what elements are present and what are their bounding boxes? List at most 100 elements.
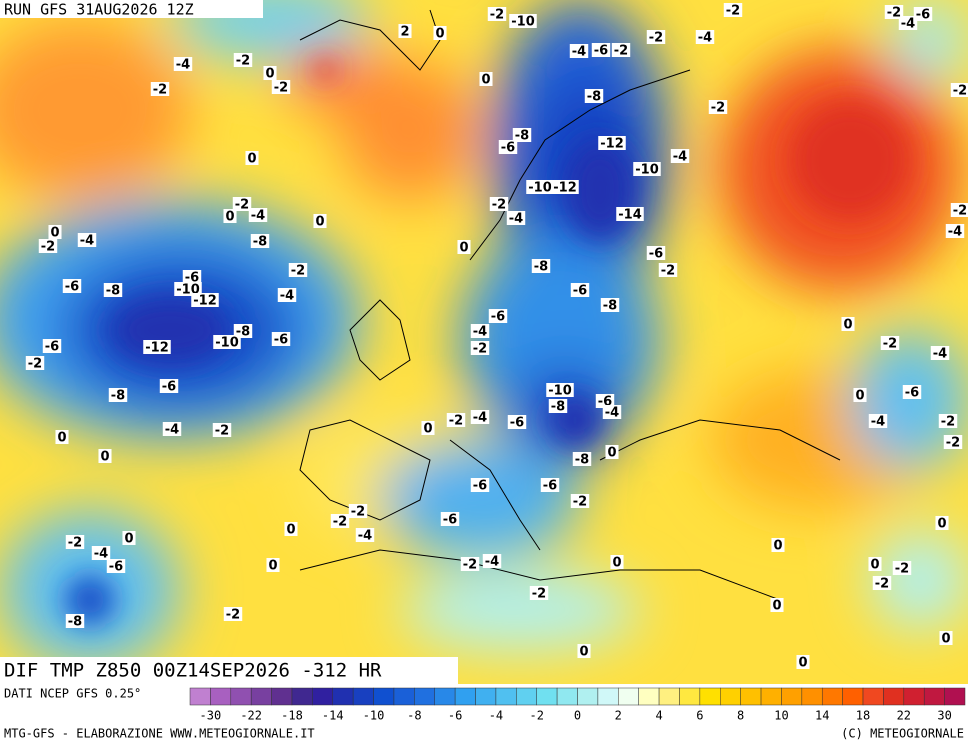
- label-bg: [248, 208, 268, 222]
- contour-label: -2: [25, 356, 45, 372]
- color-swatch: [475, 687, 497, 706]
- label-bg: [398, 24, 412, 38]
- label-bg: [602, 405, 622, 419]
- label-bg: [91, 546, 111, 560]
- label-bg: [245, 151, 259, 165]
- label-text: -2: [661, 264, 675, 279]
- label-bg: [457, 240, 471, 254]
- contour-label: -10: [213, 335, 241, 351]
- label-text: 0: [459, 241, 468, 256]
- label-bg: [770, 598, 784, 612]
- contour-label: -2: [330, 514, 350, 530]
- label-bg: [65, 535, 85, 549]
- colorbar-label: 6: [696, 709, 703, 723]
- contour-label: 0: [796, 655, 810, 671]
- contour-labels: -4 -2-20-20-2-40 00-2 -4 -8-2-6-6 -8 -10-12 -4-…: [25, 3, 968, 671]
- color-swatch: [291, 687, 313, 706]
- color-swatch: [556, 687, 578, 706]
- contour-label: -6: [470, 478, 490, 494]
- contour-label: -2: [489, 197, 509, 213]
- label-bg: [670, 149, 690, 163]
- colorbar-label: 18: [856, 709, 870, 723]
- color-swatch: [250, 687, 272, 706]
- label-text: -4: [871, 415, 885, 430]
- contour-label: 0: [479, 72, 493, 88]
- label-text: -6: [905, 386, 919, 401]
- contour-label: -4: [670, 149, 690, 165]
- contour-label: -2: [232, 197, 252, 213]
- label-text: -4: [673, 150, 687, 165]
- label-bg: [506, 211, 526, 225]
- label-text: -4: [176, 58, 190, 73]
- label-bg: [330, 514, 350, 528]
- label-bg: [569, 44, 589, 58]
- label-bg: [48, 225, 62, 239]
- label-text: 0: [798, 656, 807, 671]
- label-bg: [470, 410, 490, 424]
- color-swatch: [760, 687, 782, 706]
- label-text: 0: [265, 67, 274, 82]
- label-text: -4: [901, 17, 915, 32]
- contour-label: -6: [42, 339, 62, 355]
- color-swatch: [454, 687, 476, 706]
- label-text: -2: [236, 54, 250, 69]
- contour-label: 0: [433, 26, 447, 42]
- contour-label: -2: [880, 336, 900, 352]
- contour-label: -8: [512, 128, 532, 144]
- label-text: -8: [534, 260, 548, 275]
- label-bg: [935, 516, 949, 530]
- label-text: -10: [635, 163, 659, 178]
- color-swatch: [801, 687, 823, 706]
- title-box: [0, 657, 458, 684]
- label-text: 0: [124, 532, 133, 547]
- contour-label: -2: [288, 263, 308, 279]
- contour-label: -4: [506, 211, 526, 227]
- label-bg: [62, 279, 82, 293]
- label-text: -6: [45, 340, 59, 355]
- contour-label: -6: [159, 379, 179, 395]
- label-text: -2: [490, 8, 504, 23]
- label-text: -6: [65, 280, 79, 295]
- label-bg: [723, 3, 743, 17]
- label-text: -12: [145, 341, 169, 356]
- contour-label: -2: [212, 423, 232, 439]
- label-bg: [159, 379, 179, 393]
- contour-label: -2: [271, 80, 291, 96]
- contour-label: 0: [853, 388, 867, 404]
- label-text: -2: [895, 562, 909, 577]
- label-text: 0: [50, 226, 59, 241]
- contour-label: -6: [106, 559, 126, 575]
- contour-label: -8: [548, 399, 568, 415]
- label-bg: [103, 283, 123, 297]
- contour-label: -2: [892, 561, 912, 577]
- colorbar-label: 22: [897, 709, 911, 723]
- contour-label: -4: [930, 346, 950, 362]
- label-bg: [498, 140, 518, 154]
- contour-label: -4: [248, 208, 268, 224]
- label-bg: [868, 557, 882, 571]
- contour-label: -6: [540, 478, 560, 494]
- label-text: -4: [605, 406, 619, 421]
- contour-label: -8: [584, 89, 604, 105]
- color-swatch: [923, 687, 945, 706]
- colorbar-label: -30: [200, 709, 222, 723]
- label-bg: [174, 282, 202, 296]
- label-bg: [610, 555, 624, 569]
- label-text: -6: [649, 247, 663, 262]
- contour-label: -2: [943, 435, 963, 451]
- label-bg: [600, 298, 620, 312]
- contour-label: -4: [277, 288, 297, 304]
- label-bg: [898, 16, 918, 30]
- contour-label: -2: [38, 239, 58, 255]
- contour-label: -8: [531, 259, 551, 275]
- label-bg: [902, 385, 922, 399]
- label-bg: [930, 346, 950, 360]
- contour-label: -2: [938, 414, 958, 430]
- run-label: RUN GFS 31AUG2026 12Z: [4, 1, 194, 19]
- contour-label: -6: [902, 385, 922, 401]
- label-bg: [122, 531, 136, 545]
- label-bg: [313, 214, 327, 228]
- contour-label: -2: [233, 53, 253, 69]
- contour-label: -2: [723, 3, 743, 19]
- contour-label: 0: [98, 449, 112, 465]
